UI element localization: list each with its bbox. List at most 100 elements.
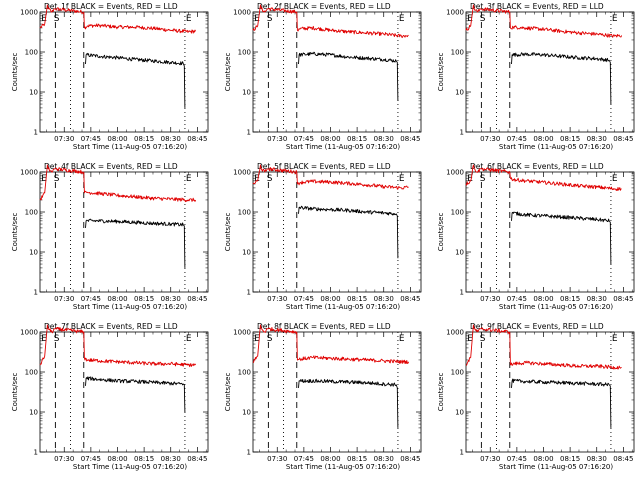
y-tick-label: 1 [34,449,38,457]
lld-series-line [252,324,410,365]
event-marker-label: S [267,14,273,24]
event-marker-label: E [41,14,47,24]
event-marker-label: S [267,174,273,184]
y-tick-label: 1 [247,129,251,137]
x-tick-label: 08:00 [107,455,127,463]
events-series-line [511,211,612,265]
plot-frame [252,171,422,293]
event-marker-label: S [480,14,486,24]
x-axis-title: Start Time (11-Aug-05 07:16:20) [286,143,400,151]
event-marker-label: E [399,174,405,184]
plot-frame [465,171,635,293]
x-tick-label: 08:30 [587,295,607,303]
y-tick-label: 1000 [446,9,464,17]
x-tick-label: 08:45 [400,455,420,463]
x-tick-label: 07:45 [507,455,527,463]
x-tick-label: 08:00 [533,455,553,463]
x-tick-label: 08:30 [161,295,181,303]
plot-frame [39,331,209,453]
y-tick-label: 1 [34,289,38,297]
detector-panel: Det_5f BLACK = Events, RED = LLD Counts/s… [224,162,422,311]
x-tick-label: 08:00 [107,135,127,143]
y-tick-label: 10 [29,89,38,97]
event-marker-label: E [254,14,260,24]
panel-title: Det_5f BLACK = Events, RED = LLD [257,162,391,171]
lld-series-line [39,164,197,203]
x-tick-label: 07:30 [480,295,500,303]
lld-series-line [465,164,622,191]
plot-frame [465,331,635,453]
x-tick-label: 07:45 [507,135,527,143]
x-tick-label: 08:30 [161,455,181,463]
events-series-line [511,378,612,428]
event-marker-label: S [54,174,60,184]
plot-frame [39,171,209,293]
x-tick-label: 08:30 [374,295,394,303]
x-tick-label: 08:30 [161,135,181,143]
x-tick-label: 08:00 [107,295,127,303]
lld-series-line [39,324,196,368]
x-tick-label: 08:00 [320,135,340,143]
x-tick-label: 07:30 [480,135,500,143]
lld-series-line [252,4,409,39]
y-tick-label: 10 [29,249,38,257]
x-tick-label: 08:00 [320,455,340,463]
x-tick-label: 08:45 [187,135,207,143]
y-tick-label: 10 [455,89,464,97]
y-tick-label: 10 [455,249,464,257]
x-tick-label: 08:30 [587,455,607,463]
x-tick-label: 08:45 [613,295,633,303]
y-axis-title: Counts/sec [437,53,445,92]
panel-title: Det_6f BLACK = Events, RED = LLD [470,162,604,171]
y-tick-label: 100 [25,49,38,57]
plot-frame [252,331,422,453]
x-tick-label: 08:45 [187,295,207,303]
panel-title: Det_9f BLACK = Events, RED = LLD [470,322,604,331]
event-marker-label: E [254,334,260,344]
x-axis-title: Start Time (11-Aug-05 07:16:20) [286,463,400,471]
panel-title: Det_3f BLACK = Events, RED = LLD [470,2,604,11]
y-tick-label: 1000 [233,329,251,337]
y-tick-label: 1000 [20,9,38,17]
event-marker-label: S [480,174,486,184]
x-tick-label: 08:15 [560,295,580,303]
x-tick-label: 07:45 [294,135,314,143]
event-marker-label: E [612,174,618,184]
x-tick-label: 07:30 [480,455,500,463]
x-tick-label: 07:30 [267,295,287,303]
x-tick-label: 08:15 [347,135,367,143]
panel-title: Det_7f BLACK = Events, RED = LLD [44,322,178,331]
x-axis-title: Start Time (11-Aug-05 07:16:20) [73,303,187,311]
x-tick-label: 07:45 [294,295,314,303]
x-tick-label: 07:30 [267,455,287,463]
event-marker-label: E [467,174,473,184]
y-tick-label: 1 [34,129,38,137]
events-series-line [298,51,399,101]
event-marker-label: E [612,334,618,344]
plot-frame [39,11,209,133]
y-axis-title: Counts/sec [224,53,232,92]
events-series-line [85,376,186,413]
event-marker-label: E [186,174,192,184]
panel-title: Det_8f BLACK = Events, RED = LLD [257,322,391,331]
y-tick-label: 100 [25,209,38,217]
x-tick-label: 08:30 [374,135,394,143]
event-marker-label: S [54,14,60,24]
event-marker-label: S [480,334,486,344]
lld-series-line [252,164,409,190]
x-tick-label: 08:15 [134,295,154,303]
x-tick-label: 08:15 [347,295,367,303]
event-marker-label: E [41,334,47,344]
y-tick-label: 100 [451,369,464,377]
y-tick-label: 1000 [446,169,464,177]
x-tick-label: 07:45 [507,295,527,303]
y-tick-label: 1 [460,449,464,457]
detector-panel: Det_7f BLACK = Events, RED = LLD Counts/s… [11,322,209,471]
event-marker-label: E [41,174,47,184]
x-tick-label: 08:15 [347,455,367,463]
y-axis-title: Counts/sec [11,373,19,412]
event-marker-label: S [267,334,273,344]
detector-panel: Det_2f BLACK = Events, RED = LLD Counts/s… [224,2,422,151]
event-marker-label: S [54,334,60,344]
